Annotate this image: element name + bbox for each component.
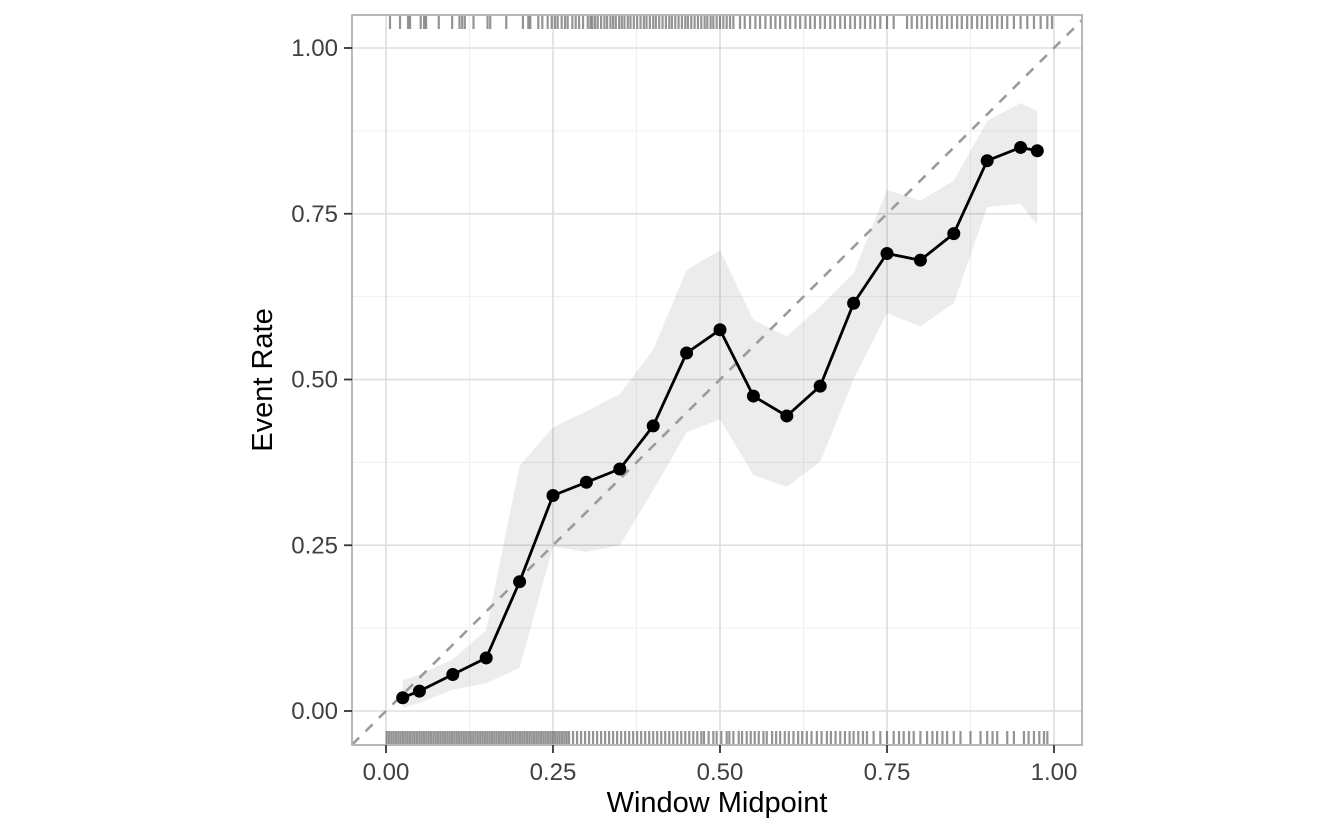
confidence-ribbon — [402, 103, 1038, 708]
data-point — [980, 154, 994, 168]
data-point — [396, 691, 410, 705]
data-point — [947, 227, 961, 241]
x-tick-label: 0.00 — [363, 759, 410, 786]
rug-bottom-nonevents — [385, 731, 1049, 744]
data-point — [746, 389, 760, 403]
data-point — [479, 651, 493, 665]
x-tick-label: 0.25 — [530, 759, 577, 786]
data-point — [513, 575, 527, 589]
data-point — [646, 419, 660, 433]
data-point — [847, 296, 861, 310]
y-tick-label: 0.75 — [291, 201, 338, 228]
x-tick-label: 0.75 — [864, 759, 911, 786]
data-point — [1014, 140, 1028, 154]
data-point — [446, 668, 460, 682]
data-point — [1030, 144, 1044, 158]
data-point — [780, 409, 794, 423]
x-axis-title: Window Midpoint — [607, 787, 828, 819]
x-tick-label: 0.50 — [697, 759, 744, 786]
data-point — [579, 475, 593, 489]
data-point — [613, 462, 627, 476]
y-tick-label: 0.25 — [291, 532, 338, 559]
diagonal-reference-line — [351, 19, 1083, 746]
reference-line — [351, 19, 1083, 746]
event-rate-points — [396, 140, 1044, 705]
y-tick-label: 1.00 — [291, 35, 338, 62]
x-axis-tick-labels: 0.00 0.25 0.50 0.75 1.00 — [363, 759, 1078, 786]
data-point — [713, 323, 727, 337]
data-point — [913, 253, 927, 267]
y-tick-label: 0.00 — [291, 698, 338, 725]
rug-top-events — [388, 16, 1054, 29]
x-tick-label: 1.00 — [1031, 759, 1078, 786]
y-axis-tick-labels: 0.00 0.25 0.50 0.75 1.00 — [291, 35, 338, 725]
data-point — [880, 247, 894, 261]
ribbon-area — [402, 103, 1038, 708]
data-point — [813, 379, 827, 393]
y-tick-label: 0.50 — [291, 367, 338, 394]
y-axis-title: Event Rate — [247, 308, 279, 451]
data-point — [546, 489, 560, 503]
axis-tick-marks — [344, 47, 1055, 753]
data-point — [412, 684, 426, 698]
data-point — [680, 346, 694, 360]
